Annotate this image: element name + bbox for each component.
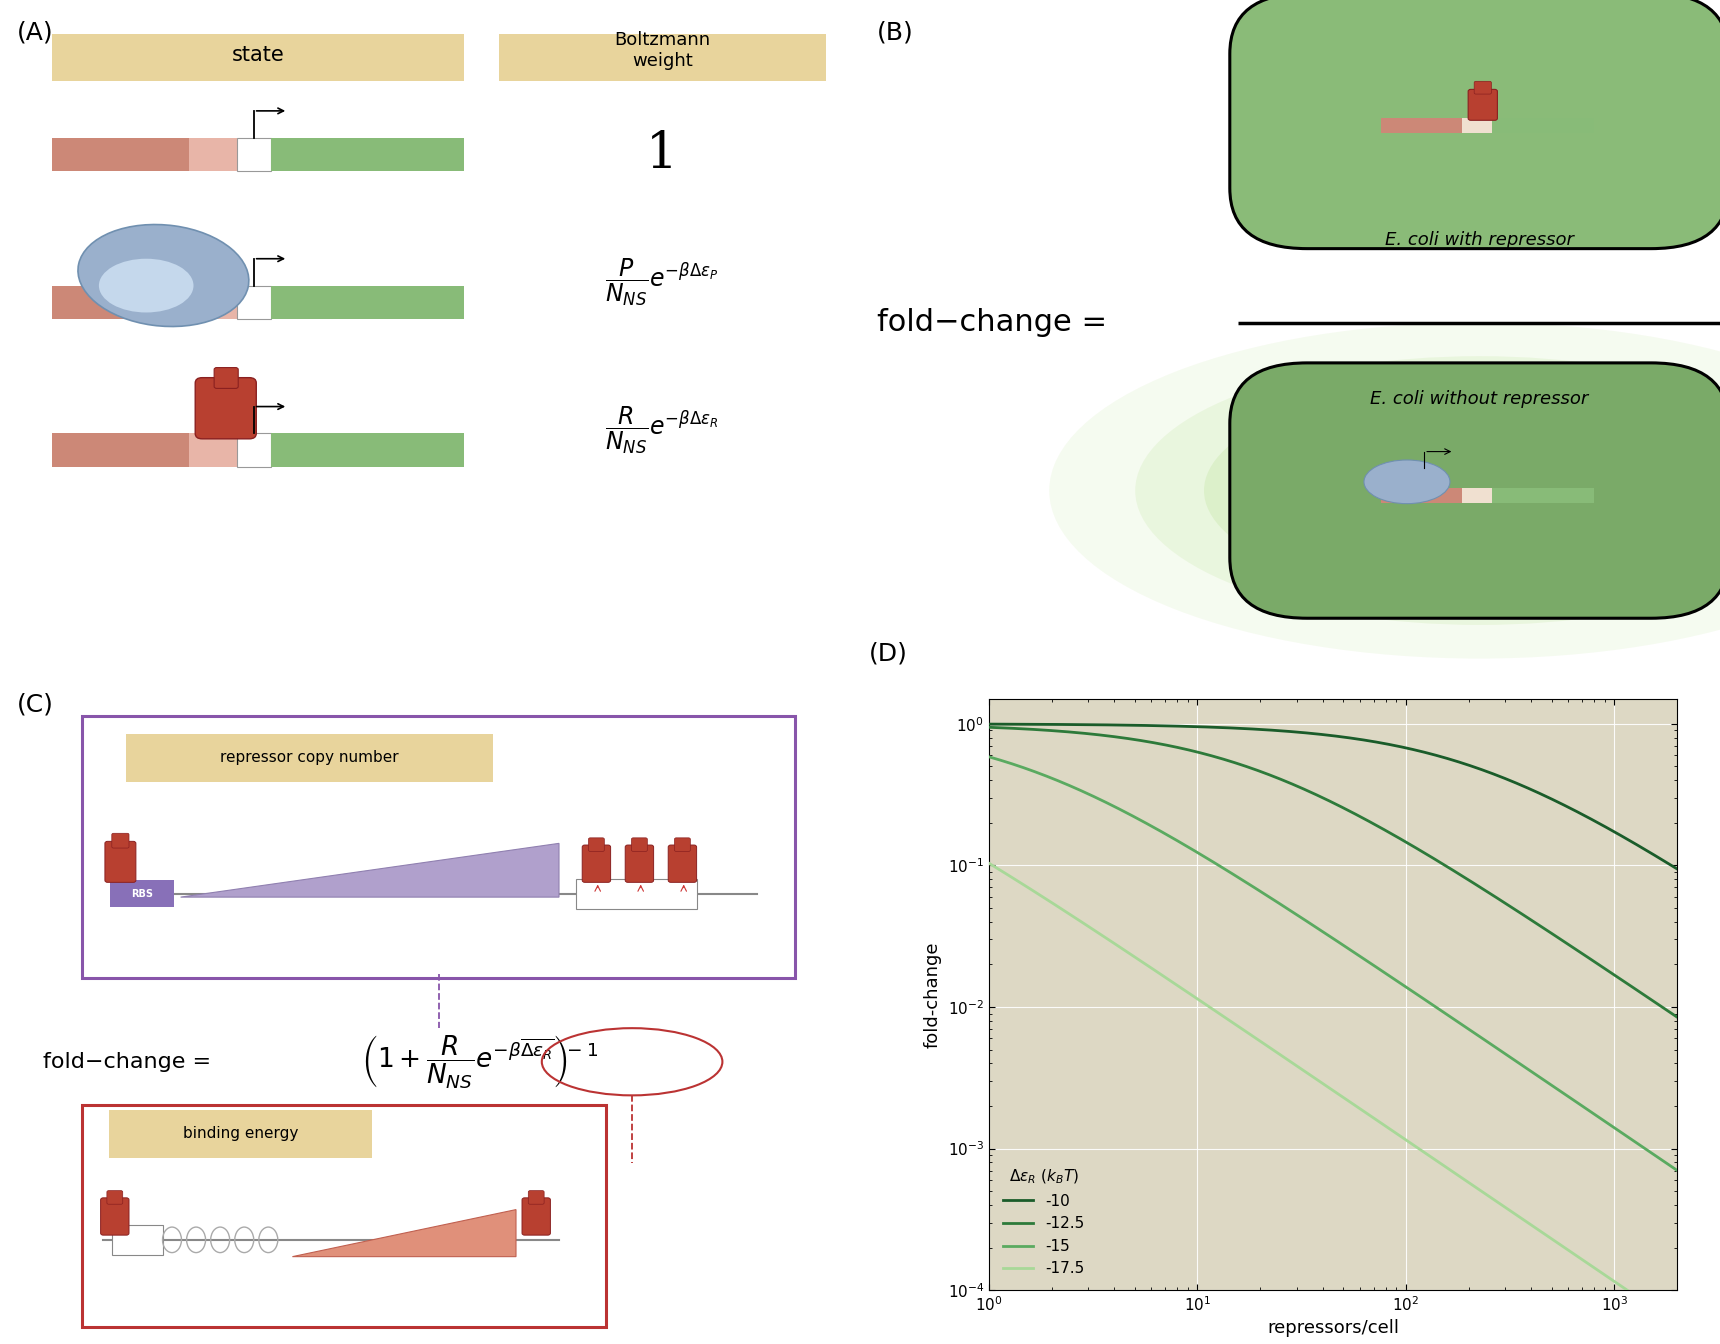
FancyBboxPatch shape	[237, 138, 270, 172]
Text: $\dfrac{P}{N_{NS}}e^{-\beta\Delta\varepsilon_P}$: $\dfrac{P}{N_{NS}}e^{-\beta\Delta\vareps…	[605, 257, 719, 308]
FancyBboxPatch shape	[189, 434, 237, 468]
Ellipse shape	[1364, 460, 1450, 504]
Ellipse shape	[100, 258, 193, 313]
Ellipse shape	[1049, 323, 1720, 659]
Text: 1: 1	[647, 130, 678, 179]
FancyBboxPatch shape	[1474, 81, 1491, 94]
FancyBboxPatch shape	[52, 138, 189, 172]
FancyBboxPatch shape	[100, 1198, 129, 1235]
FancyBboxPatch shape	[270, 138, 464, 172]
Text: fold−change =: fold−change =	[43, 1052, 212, 1071]
FancyBboxPatch shape	[667, 845, 697, 882]
FancyBboxPatch shape	[52, 286, 189, 320]
FancyBboxPatch shape	[588, 837, 604, 852]
FancyBboxPatch shape	[581, 845, 611, 882]
FancyBboxPatch shape	[1462, 488, 1491, 503]
FancyBboxPatch shape	[107, 1191, 122, 1204]
Text: (C): (C)	[17, 692, 53, 716]
FancyBboxPatch shape	[499, 34, 826, 81]
Y-axis label: fold-change: fold-change	[924, 941, 943, 1048]
FancyBboxPatch shape	[576, 879, 697, 909]
Text: state: state	[232, 46, 284, 65]
FancyBboxPatch shape	[631, 837, 647, 852]
FancyBboxPatch shape	[626, 845, 654, 882]
FancyBboxPatch shape	[1230, 0, 1720, 249]
Legend: -10, -12.5, -15, -17.5: -10, -12.5, -15, -17.5	[996, 1161, 1090, 1282]
Text: Boltzmann
weight: Boltzmann weight	[614, 31, 710, 70]
FancyBboxPatch shape	[1491, 118, 1594, 133]
FancyBboxPatch shape	[1230, 363, 1720, 618]
FancyBboxPatch shape	[528, 1191, 544, 1204]
FancyBboxPatch shape	[189, 138, 237, 172]
FancyBboxPatch shape	[237, 434, 270, 468]
Text: repressor copy number: repressor copy number	[220, 750, 399, 765]
FancyBboxPatch shape	[237, 286, 270, 320]
Ellipse shape	[77, 224, 249, 327]
FancyBboxPatch shape	[194, 378, 256, 438]
Ellipse shape	[1135, 356, 1720, 625]
Polygon shape	[292, 1210, 516, 1257]
FancyBboxPatch shape	[127, 734, 492, 782]
FancyBboxPatch shape	[1469, 89, 1498, 121]
Text: $\left(1 + \dfrac{R}{N_{NS}}e^{-\beta\overline{\Delta\varepsilon_R}}\right)^{\!\: $\left(1 + \dfrac{R}{N_{NS}}e^{-\beta\ov…	[361, 1034, 599, 1090]
FancyBboxPatch shape	[270, 434, 464, 468]
Text: $\dfrac{R}{N_{NS}}e^{-\beta\Delta\varepsilon_R}$: $\dfrac{R}{N_{NS}}e^{-\beta\Delta\vareps…	[605, 405, 719, 456]
FancyBboxPatch shape	[674, 837, 690, 852]
FancyBboxPatch shape	[1381, 118, 1462, 133]
FancyBboxPatch shape	[1491, 488, 1594, 503]
Text: E. coli with repressor: E. coli with repressor	[1385, 231, 1574, 249]
X-axis label: repressors/cell: repressors/cell	[1268, 1320, 1398, 1337]
FancyBboxPatch shape	[110, 1110, 372, 1159]
Ellipse shape	[1204, 383, 1720, 598]
FancyBboxPatch shape	[105, 841, 136, 882]
Text: (B): (B)	[877, 20, 913, 44]
FancyBboxPatch shape	[189, 286, 237, 320]
FancyBboxPatch shape	[52, 34, 464, 81]
FancyBboxPatch shape	[110, 880, 174, 907]
Text: fold−change =: fold−change =	[877, 308, 1108, 337]
FancyBboxPatch shape	[52, 434, 189, 468]
Text: binding energy: binding energy	[182, 1126, 299, 1141]
FancyBboxPatch shape	[112, 1226, 163, 1255]
Text: RBS: RBS	[131, 888, 153, 899]
Text: (D): (D)	[869, 641, 908, 665]
Text: (A): (A)	[17, 20, 53, 44]
FancyBboxPatch shape	[523, 1198, 550, 1235]
FancyBboxPatch shape	[1462, 118, 1491, 133]
Polygon shape	[181, 844, 559, 898]
Ellipse shape	[1256, 403, 1703, 578]
FancyBboxPatch shape	[270, 286, 464, 320]
FancyBboxPatch shape	[112, 833, 129, 848]
FancyBboxPatch shape	[1381, 488, 1462, 503]
FancyBboxPatch shape	[213, 367, 237, 388]
Text: E. coli without repressor: E. coli without repressor	[1371, 390, 1588, 407]
